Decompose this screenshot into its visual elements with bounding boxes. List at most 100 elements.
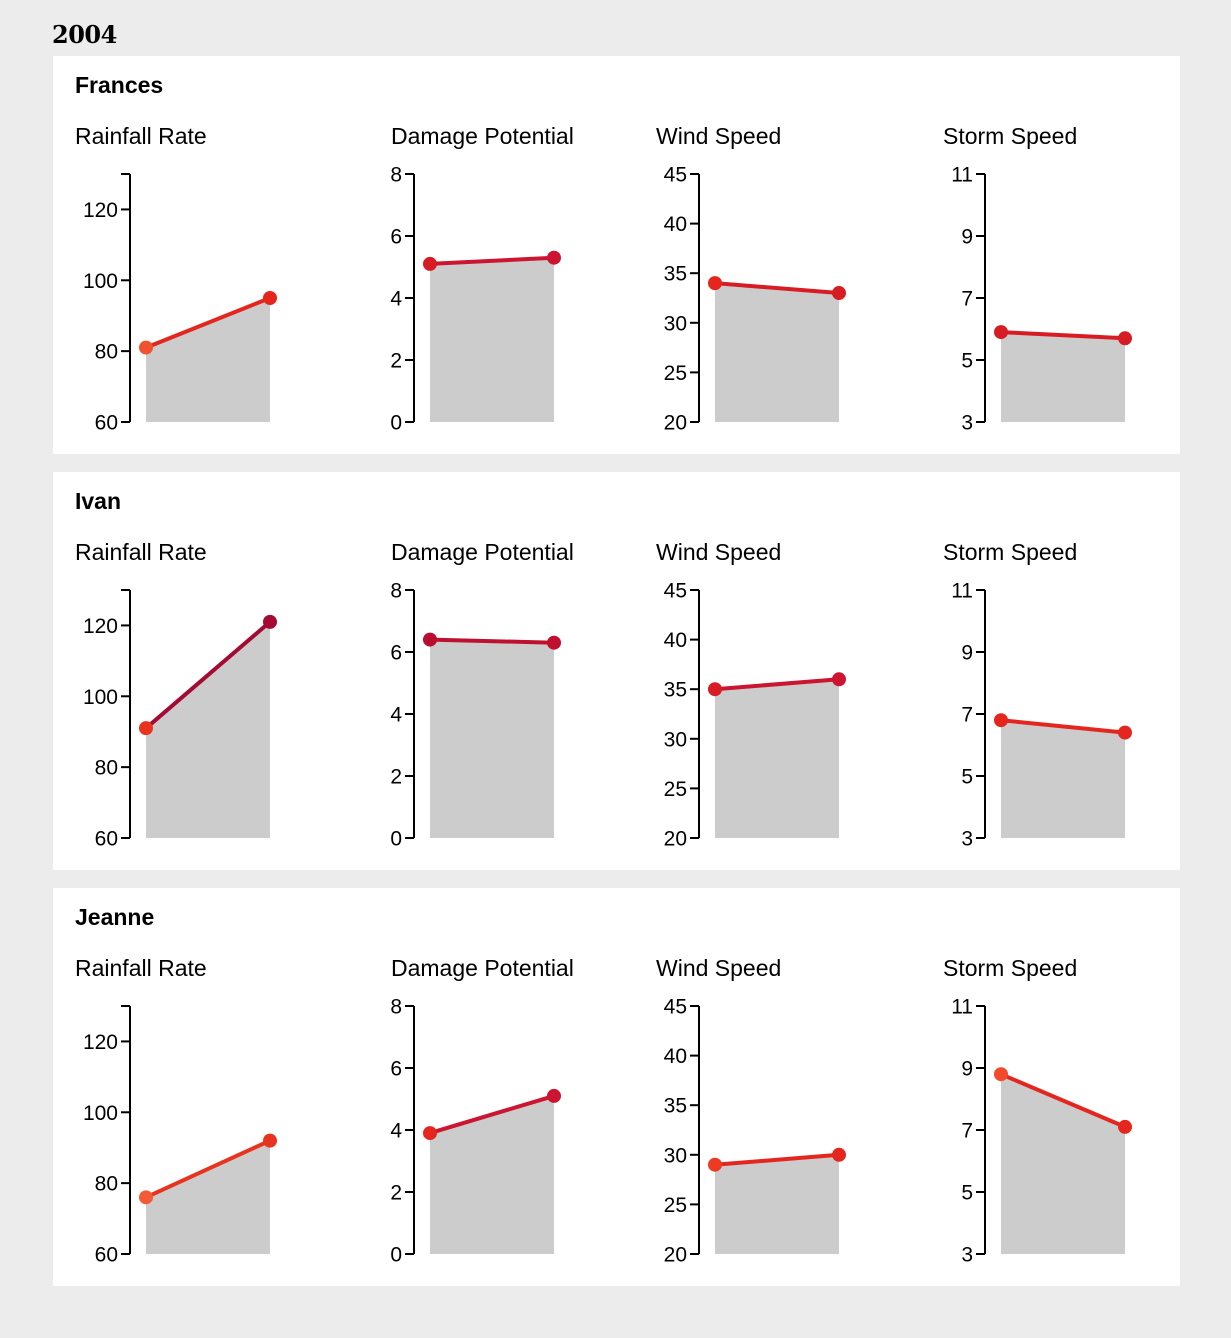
y-tick-label: 25 xyxy=(664,1194,687,1217)
series-line xyxy=(429,255,555,266)
y-tick-label: 45 xyxy=(664,164,687,187)
y-tick-label: 100 xyxy=(83,270,118,293)
y-tick-label: 9 xyxy=(961,226,973,249)
y-tick-label: 45 xyxy=(664,580,687,603)
area-fill xyxy=(430,257,554,422)
y-tick-label: 11 xyxy=(951,580,973,603)
series-line xyxy=(1000,330,1126,341)
chart-title: Rainfall Rate xyxy=(75,539,207,565)
chart-damage-potential: Damage Potential 0 2 4 6 8 xyxy=(390,539,574,851)
y-tick-label: 40 xyxy=(664,213,687,236)
data-point xyxy=(1118,331,1132,346)
panel-title: Jeanne xyxy=(75,904,155,930)
panel-jeanne: Jeanne Rainfall Rate 60 80 100 120 Damage Pot… xyxy=(53,888,1180,1286)
y-tick-label: 30 xyxy=(664,1144,687,1167)
y-tick-label: 120 xyxy=(83,1031,118,1054)
chart-title: Damage Potential xyxy=(391,955,574,981)
y-tick-label: 40 xyxy=(664,629,687,652)
data-point xyxy=(547,635,561,650)
series-line xyxy=(429,1093,555,1136)
area-fill xyxy=(1001,720,1125,838)
y-tick-label: 7 xyxy=(961,704,973,727)
y-tick-label: 8 xyxy=(390,996,402,1019)
area-fill xyxy=(146,1140,270,1254)
charts-ivan: Rainfall Rate 60 80 100 120 Damage Potential 0… xyxy=(75,539,1132,851)
y-tick-label: 2 xyxy=(390,1182,402,1205)
series-line xyxy=(714,677,840,692)
y-tick-label: 0 xyxy=(390,1244,402,1267)
area-fill xyxy=(1001,332,1125,422)
y-tick-label: 20 xyxy=(664,828,687,851)
area-fill xyxy=(430,639,554,838)
chart-rainfall-rate: Rainfall Rate 60 80 100 120 xyxy=(75,955,277,1267)
y-tick-label: 40 xyxy=(664,1045,687,1068)
data-point xyxy=(1118,725,1132,740)
area-fill xyxy=(430,1095,554,1254)
area-fill xyxy=(715,283,839,422)
y-tick-label: 2 xyxy=(390,766,402,789)
data-point xyxy=(423,256,437,271)
data-point xyxy=(708,276,722,291)
y-tick-label: 11 xyxy=(951,164,973,187)
y-tick-label: 80 xyxy=(95,341,118,364)
chart-title: Rainfall Rate xyxy=(75,123,207,149)
y-tick-label: 3 xyxy=(961,828,973,851)
chart-wind-speed: Wind Speed 20 25 30 35 40 45 xyxy=(656,955,846,1267)
y-tick-label: 4 xyxy=(390,704,402,727)
data-point xyxy=(139,721,153,736)
y-tick-label: 25 xyxy=(664,362,687,385)
y-tick-label: 8 xyxy=(390,580,402,603)
y-tick-label: 7 xyxy=(961,1120,973,1143)
data-point xyxy=(994,713,1008,728)
y-tick-label: 25 xyxy=(664,778,687,801)
y-tick-label: 100 xyxy=(83,686,118,709)
panel-title: Ivan xyxy=(75,488,122,514)
chart-damage-potential: Damage Potential 0 2 4 6 8 xyxy=(390,955,574,1267)
data-point xyxy=(994,325,1008,340)
series-line xyxy=(144,620,272,730)
data-point xyxy=(994,1067,1008,1082)
data-point xyxy=(547,1088,561,1103)
chart-storm-speed: Storm Speed 3 5 7 9 11 xyxy=(943,539,1132,851)
area-fill xyxy=(146,298,270,422)
series-line xyxy=(145,1138,271,1200)
data-point xyxy=(263,614,277,629)
series-line xyxy=(714,1152,840,1167)
data-point xyxy=(423,632,437,647)
chart-title: Wind Speed xyxy=(656,539,781,565)
data-point xyxy=(547,250,561,265)
charts-jeanne: Rainfall Rate 60 80 100 120 Damage Potential 0… xyxy=(75,955,1132,1267)
chart-title: Damage Potential xyxy=(391,539,574,565)
y-tick-label: 20 xyxy=(664,1244,687,1267)
chart-title: Storm Speed xyxy=(943,123,1077,149)
chart-wind-speed: Wind Speed 20 25 30 35 40 45 xyxy=(656,123,846,435)
chart-storm-speed: Storm Speed 3 5 7 9 11 xyxy=(943,955,1132,1267)
y-tick-label: 3 xyxy=(961,1244,973,1267)
panel-frances: Frances Rainfall Rate 60 80 100 120 Damage Po… xyxy=(53,56,1180,454)
data-point xyxy=(832,1147,846,1162)
y-tick-label: 7 xyxy=(961,288,973,311)
data-point xyxy=(708,682,722,697)
y-tick-label: 9 xyxy=(961,1058,973,1081)
y-tick-label: 60 xyxy=(95,828,118,851)
data-point xyxy=(1118,1119,1132,1134)
y-tick-label: 60 xyxy=(95,412,118,435)
y-tick-label: 5 xyxy=(961,350,973,373)
y-tick-label: 45 xyxy=(664,996,687,1019)
area-fill xyxy=(715,679,839,838)
y-tick-label: 0 xyxy=(390,412,402,435)
chart-damage-potential: Damage Potential 0 2 4 6 8 xyxy=(390,123,574,435)
y-tick-label: 35 xyxy=(664,1095,687,1118)
chart-title: Rainfall Rate xyxy=(75,955,207,981)
y-tick-label: 5 xyxy=(961,1182,973,1205)
chart-title: Wind Speed xyxy=(656,955,781,981)
y-tick-label: 80 xyxy=(95,1173,118,1196)
y-tick-label: 2 xyxy=(390,350,402,373)
y-tick-label: 6 xyxy=(390,226,402,249)
data-point xyxy=(139,340,153,355)
y-tick-label: 35 xyxy=(664,679,687,702)
y-tick-label: 3 xyxy=(961,412,973,435)
area-fill xyxy=(146,621,270,838)
series-line xyxy=(429,637,555,645)
y-tick-label: 100 xyxy=(83,1102,118,1125)
